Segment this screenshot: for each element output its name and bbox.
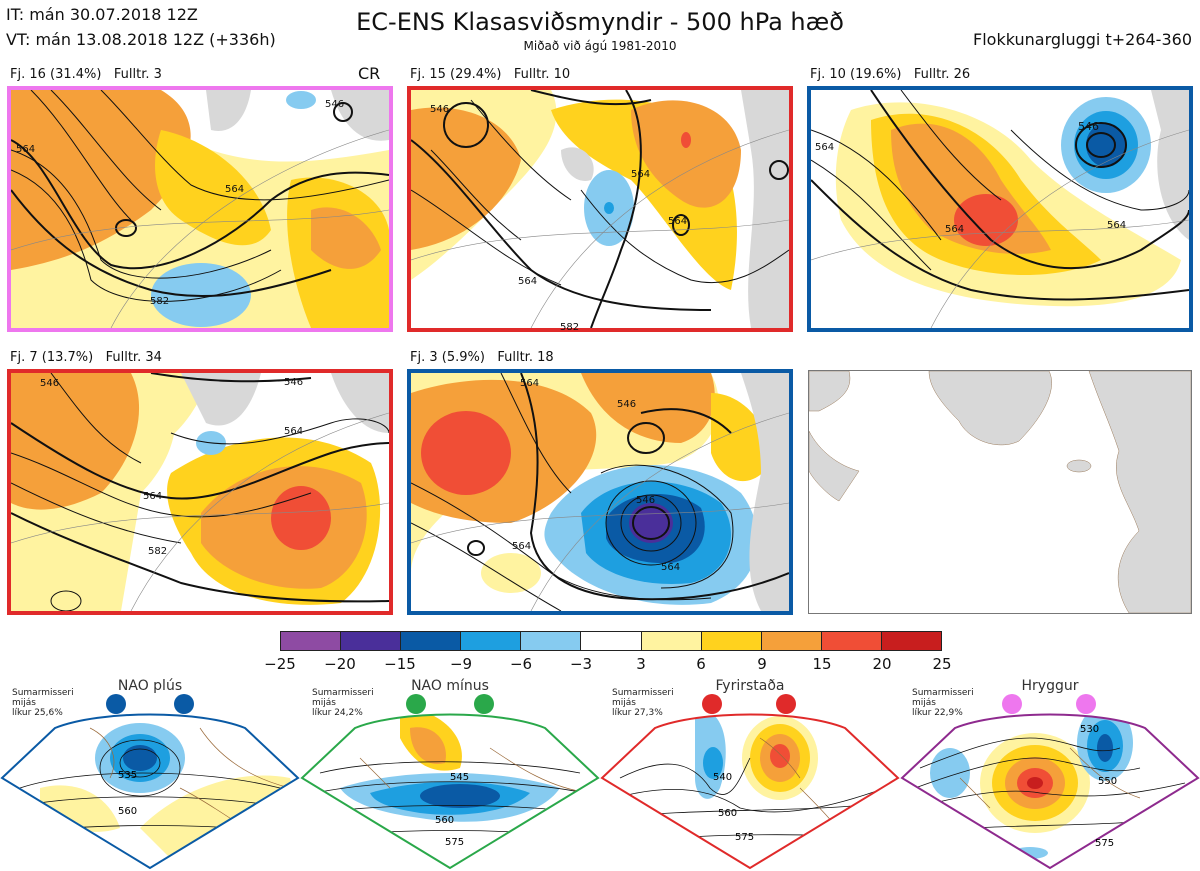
panel-contour-label: 546 [284,377,304,388]
regime-contour-label: 575 [735,832,754,843]
colorbar-swatch-11 [881,632,942,650]
regime-description: Sumarmisseri mijás líkur 25,6% [12,688,74,718]
panel-contour-label: 564 [631,169,651,180]
panel-contour-label: 546 [617,399,637,410]
regime-nao-plus-map: 535 560 [0,694,300,870]
regime-ridge: 530 550 575 Hryggur Sumarmisseri mijás lík… [900,668,1200,871]
colorbar-swatch-7 [641,632,702,650]
panel-contour-label: 564 [945,224,965,235]
regime-contour-label: 575 [445,837,464,848]
cluster-map-3-graphic [811,90,1189,328]
regime-title: Hryggur [1021,678,1079,694]
colorbar-tick: 20 [872,655,892,673]
panel-contour-label: 582 [560,322,580,333]
colorbar-swatch-10 [821,632,882,650]
cluster-map-panel-3 [807,86,1193,332]
panel-contour-label: 546 [636,495,656,506]
regime-blocking: 540 560 575 Fyrirstaða Sumarmisseri mijás… [600,668,900,871]
regime-title: NAO plús [117,678,183,694]
cluster-map-panel-5 [407,369,793,615]
regime-blocking-map: 540 560 575 [600,694,900,870]
regime-contour-label: 560 [118,806,137,817]
panel-4-label: Fj. 7 (13.7%) Fulltr. 34 [10,350,162,365]
regime-ridge-map: 530 550 575 [900,694,1200,870]
colorbar-tick: −20 [324,655,356,673]
panel-contour-label: 582 [150,296,170,307]
colorbar-swatch-8 [701,632,762,650]
panel-contour-label: 564 [16,144,36,155]
classification-window: Flokkunargluggi t+264-360 [973,30,1192,49]
cluster-map-panel-1 [7,86,393,332]
regime-contour-label: 560 [435,815,454,826]
page-title: EC-ENS Klasasviðsmyndir - 500 hPa hæð [356,8,844,36]
panel-5-label: Fj. 3 (5.9%) Fulltr. 18 [410,350,554,365]
cluster-map-5-graphic [411,373,789,611]
colorbar-swatch-1 [281,632,342,650]
colorbar-tick: −25 [264,655,296,673]
regime-title: NAO mínus [411,678,489,694]
panel-contour-label: 564 [512,541,532,552]
regime-nao-minus-map: 545 560 575 [300,694,600,870]
regime-contour-label: 535 [118,770,137,781]
panel-contour-label: 564 [815,142,835,153]
regime-contour-label: 560 [718,808,737,819]
cluster-map-4-graphic [11,373,389,611]
regime-contour-label: 545 [450,772,469,783]
panel-contour-label: 564 [225,184,245,195]
init-time: IT: mán 30.07.2018 12Z [6,5,198,24]
panel-contour-label: 546 [40,378,60,389]
valid-time: VT: mán 13.08.2018 12Z (+336h) [6,30,276,49]
colorbar-tick: 6 [696,655,706,673]
cluster-map-panel-2 [407,86,793,332]
regime-contour-label: 550 [1098,776,1117,787]
panel-contour-label: 564 [661,562,681,573]
regime-description: Sumarmisseri mijás líkur 27,3% [612,688,674,718]
cluster-map-panel-4 [7,369,393,615]
colorbar-swatch-4 [461,632,522,650]
colorbar-tick: −15 [384,655,416,673]
panel-2-label: Fj. 15 (29.4%) Fulltr. 10 [410,67,571,82]
panel-contour-label: 564 [284,426,304,437]
colorbar-swatch-6 [581,632,642,650]
colorbar-tick: 3 [636,655,646,673]
panel-contour-label: 564 [520,378,540,389]
base-map-panel [808,370,1192,614]
colorbar-tick: −6 [509,655,533,673]
regime-contour-label: 530 [1080,724,1099,735]
regime-contour-label: 575 [1095,838,1114,849]
colorbar-tick: 15 [812,655,832,673]
anomaly-colorbar [280,631,942,651]
panel-contour-label: 564 [143,491,163,502]
colorbar-swatch-2 [341,632,402,650]
panel-1-cr-marker: CR [358,64,381,83]
panel-contour-label: 546 [325,99,345,110]
colorbar-swatch-5 [521,632,582,650]
regime-description: Sumarmisseri mijás líkur 22,9% [912,688,974,718]
panel-contour-label: 564 [1107,220,1127,231]
panel-contour-label: 582 [148,546,168,557]
panel-3-label: Fj. 10 (19.6%) Fulltr. 26 [810,67,971,82]
colorbar-tick: −3 [569,655,593,673]
panel-contour-label: 546 [1078,120,1099,133]
panel-1-label: Fj. 16 (31.4%) Fulltr. 3 [10,67,162,82]
panel-contour-label: 564 [518,276,538,287]
colorbar-swatch-3 [401,632,462,650]
regime-contour-label: 540 [713,772,732,783]
cluster-map-2-graphic [411,90,789,328]
colorbar-tick: −9 [449,655,473,673]
cluster-map-1-graphic [11,90,389,328]
regime-nao-plus: 535 560 NAO plús Sumarmisseri mijás líkur … [0,668,300,871]
base-map-graphic [809,371,1191,613]
panel-contour-label: 564 [668,216,688,227]
regime-nao-minus: 545 560 575 NAO mínus Sumarmisseri mijás l… [300,668,600,871]
colorbar-tick: 9 [757,655,767,673]
regime-description: Sumarmisseri mijás líkur 24,2% [312,688,374,718]
colorbar-tick: 25 [932,655,952,673]
panel-contour-label: 546 [430,104,450,115]
colorbar-swatch-9 [761,632,822,650]
regime-title: Fyrirstaða [715,678,785,694]
page-subtitle: Miðað við ágú 1981-2010 [523,39,677,53]
